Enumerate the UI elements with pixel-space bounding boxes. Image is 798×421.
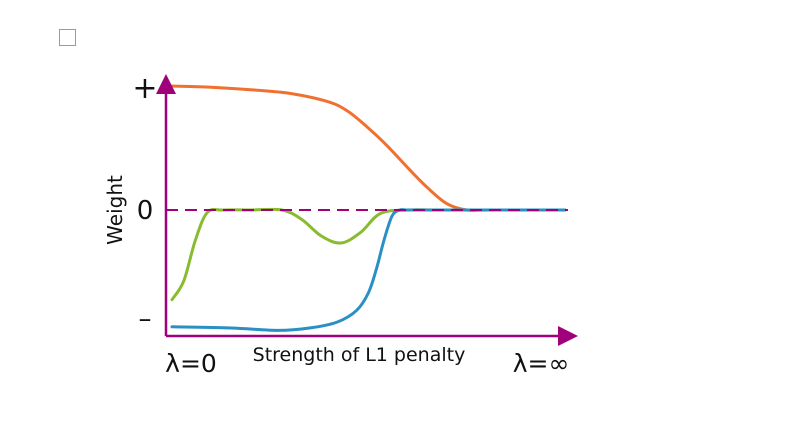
x-tick-start: λ=0: [165, 349, 217, 378]
series-line-1: [170, 84, 567, 212]
checkbox[interactable]: [59, 29, 76, 46]
x-tick-end: λ=∞: [513, 349, 570, 378]
y-tick-minus: –: [139, 304, 152, 334]
y-tick-plus: +: [132, 71, 157, 106]
series-line-2: [170, 207, 567, 302]
y-tick-zero: 0: [137, 196, 154, 226]
y-axis-title: Weight: [103, 175, 127, 245]
series-layer: [170, 84, 567, 332]
x-axis-title: Strength of L1 penalty: [253, 344, 466, 366]
series-line-3: [170, 208, 567, 332]
